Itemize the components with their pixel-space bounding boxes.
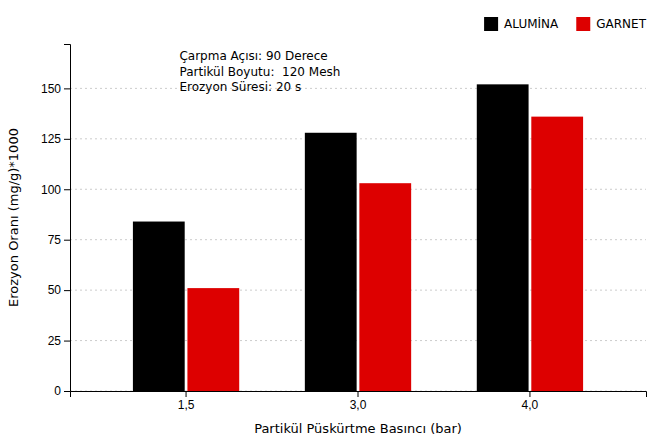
y-tick: 100 (41, 183, 70, 197)
axis-domain (71, 392, 647, 398)
y-tick-mark (64, 139, 70, 140)
plot-area: 1,5 3,0 4,0 0 25 50 75 100 125 150 Çarpma Açısı: 9… (41, 45, 647, 412)
y-tick-label: 125 (41, 132, 61, 146)
bar-series (187, 117, 583, 391)
bar (531, 117, 583, 391)
x-tick-mark (186, 391, 187, 397)
y-tick: 150 (41, 82, 70, 96)
x-tick: 3,0 (350, 391, 367, 412)
bars (133, 84, 583, 391)
y-tick: 125 (41, 132, 70, 146)
bar (477, 84, 529, 391)
chart-svg: 1,5 3,0 4,0 0 25 50 75 100 125 150 Çarpma Açısı: 9… (0, 0, 668, 445)
bar (187, 288, 239, 391)
y-tick-label: 150 (41, 82, 61, 96)
x-tick-label: 4,0 (522, 398, 539, 412)
bar (359, 183, 411, 391)
y-tick-label: 75 (48, 233, 62, 247)
annotation-line: Erozyon Süresi: 20 s (179, 80, 301, 94)
bar-series (133, 84, 529, 391)
y-tick-mark (64, 240, 70, 241)
x-tick-label: 3,0 (350, 398, 367, 412)
x-tick-label: 1,5 (178, 398, 195, 412)
annotation: Çarpma Açısı: 90 Derece Partikül Boyutu: … (179, 49, 340, 94)
y-tick-mark (64, 290, 70, 291)
y-tick-mark (64, 88, 70, 89)
y-tick-label: 50 (48, 283, 62, 297)
y-tick-mark (64, 341, 70, 342)
bar (133, 222, 185, 391)
annotation-line: Partikül Boyutu: 120 Mesh (179, 65, 340, 79)
y-tick-label: 0 (54, 384, 61, 398)
legend-item: GARNET (576, 17, 646, 31)
axis-domain (64, 45, 71, 392)
grid (70, 88, 646, 391)
legend-swatch (484, 17, 498, 31)
y-tick: 75 (48, 233, 70, 247)
x-tick-mark (358, 391, 359, 397)
grid-line (70, 88, 646, 89)
y-tick-label: 25 (48, 334, 62, 348)
x-tick-mark (529, 391, 530, 397)
x-tick: 1,5 (178, 391, 195, 412)
annotation-line: Çarpma Açısı: 90 Derece (179, 49, 327, 63)
legend: ALUMİNA GARNET (484, 16, 647, 31)
y-tick: 50 (48, 283, 70, 297)
y-tick: 25 (48, 334, 70, 348)
y-axis-label: Erozyon Oranı (mg/g)*1000 (6, 128, 21, 307)
x-axis: 1,5 3,0 4,0 (71, 391, 647, 412)
x-tick: 4,0 (522, 391, 539, 412)
legend-label: GARNET (596, 17, 646, 31)
y-tick-mark (64, 391, 70, 392)
y-tick-mark (64, 189, 70, 190)
y-tick-label: 100 (41, 183, 61, 197)
y-tick: 0 (54, 384, 70, 398)
legend-label: ALUMİNA (504, 16, 559, 31)
legend-item: ALUMİNA (484, 16, 559, 31)
bar (305, 133, 357, 391)
y-axis: 0 25 50 75 100 125 150 (41, 45, 71, 399)
legend-swatch (576, 17, 590, 31)
x-axis-label: Partikül Püskürtme Basıncı (bar) (254, 421, 462, 436)
